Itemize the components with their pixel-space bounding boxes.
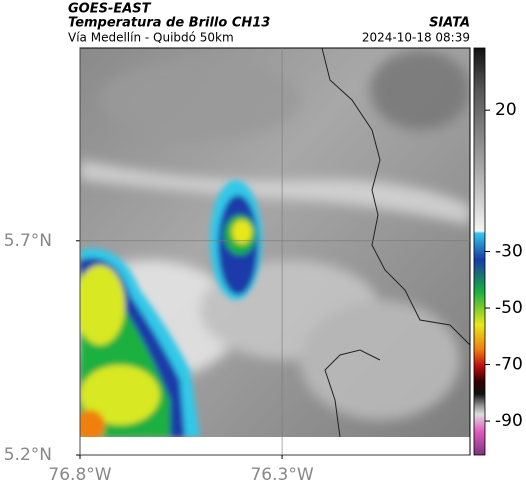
colorbar-tick-label: -70 [495, 355, 523, 375]
colorbar-tick-label: 20 [495, 100, 517, 120]
satellite-image [80, 48, 470, 437]
lat-tick-label: 5.7°N [4, 231, 52, 251]
lon-tick-label: 76.3°W [250, 465, 313, 485]
colorbar-tick-label: -90 [495, 411, 523, 431]
lat-tick-label: 5.2°N [4, 445, 52, 465]
colorbar [473, 47, 486, 456]
subtitle: Vía Medellín - Quibdó 50km [68, 31, 234, 45]
lon-tick-label: 76.8°W [48, 465, 111, 485]
datetime: 2024-10-18 08:39 [362, 31, 470, 45]
title: Temperatura de Brillo CH13 [68, 16, 270, 31]
colorbar-tick-label: -30 [495, 242, 523, 262]
source: GOES-EAST [68, 2, 152, 17]
colorbar-tick-label: -50 [495, 298, 523, 318]
agency: SIATA [429, 16, 470, 31]
